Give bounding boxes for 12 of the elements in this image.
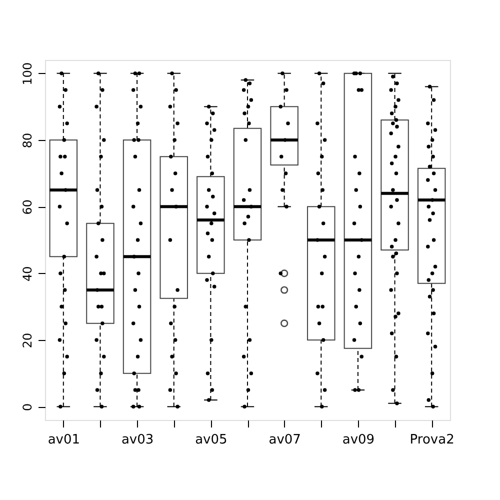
x-tick-label: av03 <box>121 432 154 448</box>
x-tick-label: av05 <box>195 432 228 448</box>
x-tick-label: av09 <box>342 432 375 448</box>
x-tick-label: av07 <box>268 432 301 448</box>
y-tick-label: 80 <box>20 132 34 148</box>
x-tick-label: av01 <box>48 432 80 448</box>
y-tick-label: 0 <box>20 403 34 411</box>
y-tick-label: 60 <box>20 200 34 215</box>
x-tick-label: Prova2 <box>410 432 454 448</box>
y-tick-label: 40 <box>20 266 34 282</box>
y-tick-label: 20 <box>20 332 34 348</box>
y-tick-label: 100 <box>20 62 34 86</box>
